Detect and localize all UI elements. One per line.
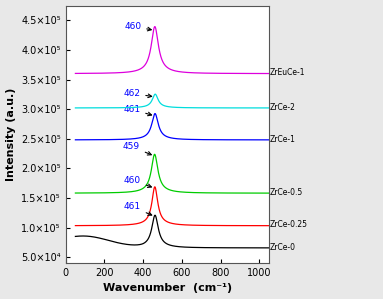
Text: 461: 461 [124,202,152,215]
Text: 459: 459 [123,142,151,155]
Text: ZrCe-0.5: ZrCe-0.5 [270,188,303,197]
Y-axis label: Intensity (a.u.): Intensity (a.u.) [6,88,16,181]
X-axis label: Wavenumber  (cm⁻¹): Wavenumber (cm⁻¹) [103,283,232,293]
Text: 460: 460 [124,176,151,187]
Text: ZrCe-0: ZrCe-0 [270,243,296,252]
Text: ZrCe-2: ZrCe-2 [270,103,296,112]
Text: 462: 462 [123,89,152,98]
Text: 461: 461 [123,105,152,116]
Text: ZrCe-0.25: ZrCe-0.25 [270,220,308,229]
Text: ZrEuCe-1: ZrEuCe-1 [270,68,306,77]
Text: ZrCe-1: ZrCe-1 [270,135,296,144]
Text: 460: 460 [124,22,151,31]
